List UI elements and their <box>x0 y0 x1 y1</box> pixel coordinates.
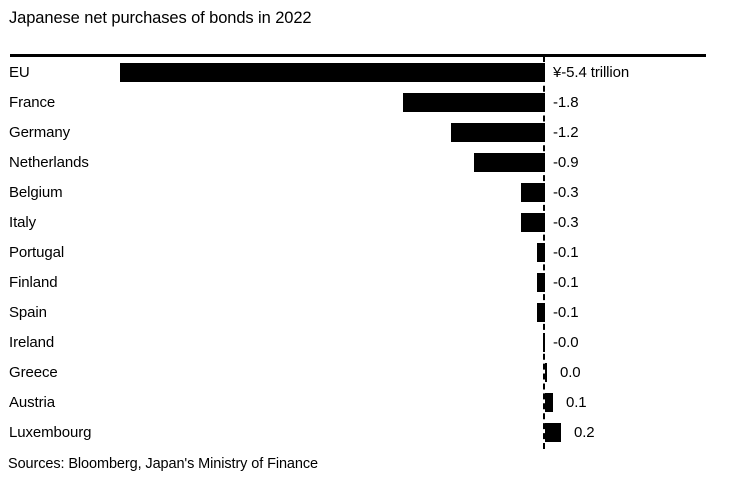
bar <box>537 273 545 292</box>
value-label: -1.8 <box>553 94 579 111</box>
chart-title: Japanese net purchases of bonds in 2022 <box>9 9 312 27</box>
category-label: Portugal <box>9 244 65 261</box>
category-label: Luxembourg <box>9 424 92 441</box>
bar <box>543 333 545 352</box>
bar <box>521 213 545 232</box>
value-label: -0.1 <box>553 304 579 321</box>
value-label: -0.3 <box>553 184 579 201</box>
bar <box>521 183 545 202</box>
bar <box>120 63 545 82</box>
category-label: EU <box>9 64 30 81</box>
category-label: Belgium <box>9 184 63 201</box>
chart-row: Belgium -0.3 <box>0 178 735 208</box>
chart-row: Greece 0.0 <box>0 358 735 388</box>
bar <box>451 123 545 142</box>
chart-row: Spain -0.1 <box>0 298 735 328</box>
chart-row: Netherlands -0.9 <box>0 148 735 178</box>
bar <box>537 243 545 262</box>
value-label: 0.2 <box>574 424 595 441</box>
chart-row: Ireland -0.0 <box>0 328 735 358</box>
category-label: Spain <box>9 304 47 321</box>
value-label: ¥-5.4 trillion <box>553 64 630 81</box>
bar <box>474 153 545 172</box>
bar <box>537 303 545 322</box>
category-label: Austria <box>9 394 55 411</box>
category-label: Finland <box>9 274 58 291</box>
value-label: 0.1 <box>566 394 587 411</box>
top-rule <box>10 54 706 57</box>
value-label: -0.1 <box>553 244 579 261</box>
value-label: -0.3 <box>553 214 579 231</box>
category-label: Greece <box>9 364 58 381</box>
value-label: 0.0 <box>560 364 581 381</box>
chart-row: Austria 0.1 <box>0 388 735 418</box>
category-label: Ireland <box>9 334 55 351</box>
bar <box>545 423 561 442</box>
chart-row: Germany -1.2 <box>0 118 735 148</box>
source-note: Sources: Bloomberg, Japan's Ministry of … <box>8 456 318 472</box>
bar <box>545 363 547 382</box>
category-label: Italy <box>9 214 37 231</box>
chart-row: Italy -0.3 <box>0 208 735 238</box>
category-label: Germany <box>9 124 70 141</box>
value-label: -0.9 <box>553 154 579 171</box>
category-label: France <box>9 94 56 111</box>
chart-row: EU ¥-5.4 trillion <box>0 58 735 88</box>
bar <box>545 393 553 412</box>
chart-row: Finland -0.1 <box>0 268 735 298</box>
value-label: -0.0 <box>553 334 579 351</box>
chart-row: Luxembourg 0.2 <box>0 418 735 448</box>
category-label: Netherlands <box>9 154 89 171</box>
bar <box>403 93 545 112</box>
value-label: -1.2 <box>553 124 579 141</box>
chart-row: France -1.8 <box>0 88 735 118</box>
value-label: -0.1 <box>553 274 579 291</box>
chart-row: Portugal -0.1 <box>0 238 735 268</box>
